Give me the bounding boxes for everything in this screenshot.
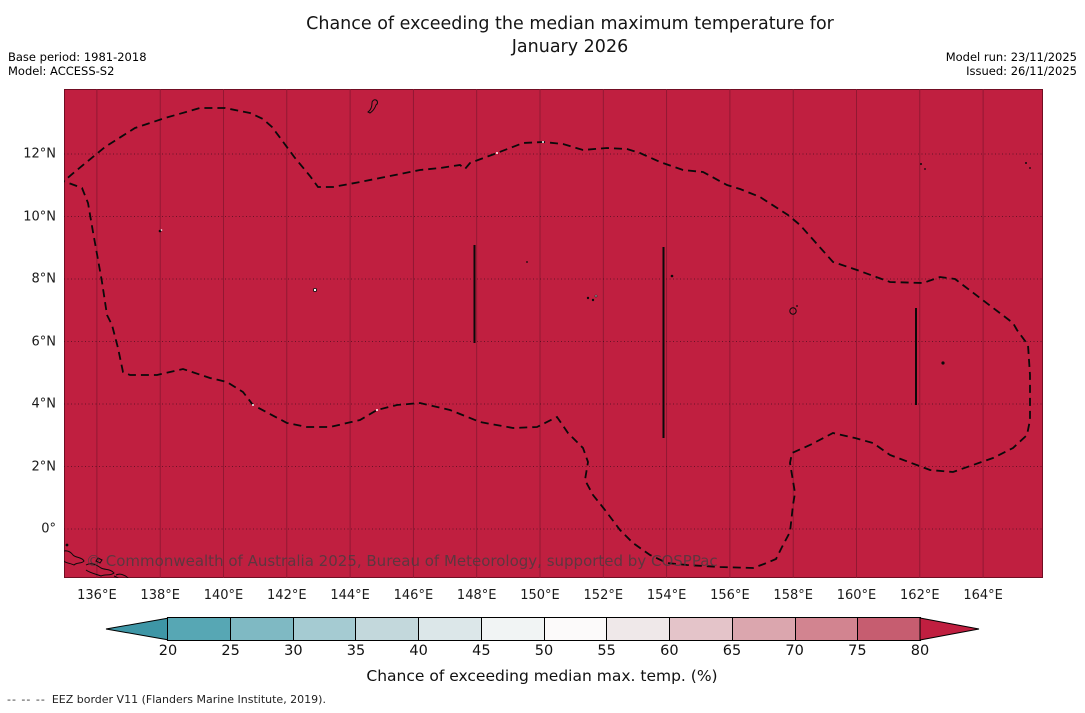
y-tick-label: 2°N	[31, 459, 57, 474]
footnote: -- -- -- EEZ border V11 (Flanders Marine …	[7, 693, 326, 706]
map-overlay-svg	[64, 89, 1043, 578]
map-canvas: © Commonwealth of Australia 2025, Bureau…	[64, 89, 1043, 578]
colorbar-segment	[795, 618, 859, 640]
x-tick-label: 144°E	[330, 588, 370, 603]
title-line-1: Chance of exceeding the median maximum t…	[306, 14, 834, 34]
colorbar-tick-label: 25	[221, 643, 240, 659]
x-tick-label: 150°E	[520, 588, 560, 603]
colorbar-segment	[293, 618, 357, 640]
colorbar-tick-label: 80	[910, 643, 930, 659]
y-tick-label: 4°N	[31, 396, 57, 412]
model-run-text: Model run: 23/11/2025	[945, 50, 1077, 64]
x-tick-label: 160°E	[836, 588, 877, 603]
vertical-gridlines	[96, 89, 984, 578]
run-info-right: Model run: 23/11/2025 Issued: 26/11/2025	[946, 50, 1077, 78]
horizontal-gridlines	[64, 153, 1043, 530]
x-tick-label: 136°E	[77, 588, 117, 603]
y-tick-label: 6°N	[31, 334, 57, 349]
y-tick-label: 10°N	[23, 209, 56, 224]
y-tick-label: 8°N	[31, 271, 57, 287]
x-tick-label: 158°E	[773, 588, 813, 603]
colorbar-tick-label: 30	[284, 643, 303, 659]
y-tick-label: 0°	[41, 521, 56, 537]
y-tick-label: 12°N	[23, 146, 56, 162]
eez-border-outline	[64, 107, 1031, 569]
title-line-2: January 2026	[511, 37, 629, 57]
colorbar-tick-label: 60	[660, 643, 679, 659]
x-tick-label: 146°E	[393, 588, 434, 603]
colorbar-segment	[544, 618, 608, 640]
x-tick-label: 156°E	[710, 588, 750, 603]
colorbar-tick-label: 70	[785, 643, 804, 659]
colorbar-tick-label: 20	[158, 643, 178, 659]
colorbar-tick-label: 35	[346, 643, 366, 659]
colorbar-tick-label: 75	[848, 643, 867, 659]
x-tick-label: 138°E	[140, 588, 180, 603]
copyright-watermark: © Commonwealth of Australia 2025, Bureau…	[86, 552, 718, 570]
x-tick-label: 164°E	[963, 588, 1003, 603]
eez-vertical-segments	[473, 245, 917, 438]
run-info-left: Base period: 1981-2018 Model: ACCESS-S2	[8, 50, 147, 78]
colorbar-segment	[858, 618, 920, 640]
x-tick-label: 162°E	[900, 588, 940, 603]
colorbar-tick-label: 65	[722, 643, 742, 659]
base-period-text: Base period: 1981-2018	[8, 50, 147, 64]
colorbar-tick-label: 40	[409, 643, 428, 659]
x-tick-label: 142°E	[267, 588, 307, 603]
colorbar	[167, 617, 921, 641]
colorbar-segment	[670, 618, 733, 640]
eez-dash-sample: -- -- --	[7, 693, 46, 706]
new-guinea-coastline	[64, 543, 129, 578]
colorbar-segment	[732, 618, 796, 640]
colorbar-segment	[230, 618, 294, 640]
colorbar-tick-label: 55	[597, 643, 616, 659]
colorbar-tick-label: 50	[534, 643, 554, 659]
colorbar-tick-label: 45	[472, 643, 491, 659]
x-tick-label: 140°E	[203, 588, 244, 603]
colorbar-segment	[356, 618, 419, 640]
colorbar-label: Chance of exceeding median max. temp. (%…	[366, 667, 718, 685]
footnote-text: EEZ border V11 (Flanders Marine Institut…	[51, 693, 326, 706]
colorbar-left-arrow	[105, 617, 170, 641]
colorbar-segment	[419, 618, 482, 640]
x-tick-label: 148°E	[456, 588, 497, 603]
model-text: Model: ACCESS-S2	[8, 64, 115, 78]
colorbar-segment	[481, 618, 545, 640]
x-tick-label: 152°E	[583, 588, 624, 603]
colorbar-segment	[168, 618, 231, 640]
page-title: Chance of exceeding the median maximum t…	[306, 13, 834, 59]
colorbar-segment	[607, 618, 670, 640]
guam-island-outline	[367, 99, 378, 114]
issued-text: Issued: 26/11/2025	[966, 64, 1077, 78]
colorbar-right-arrow	[919, 617, 980, 641]
island-marks	[64, 99, 1031, 578]
x-tick-label: 154°E	[646, 588, 687, 603]
